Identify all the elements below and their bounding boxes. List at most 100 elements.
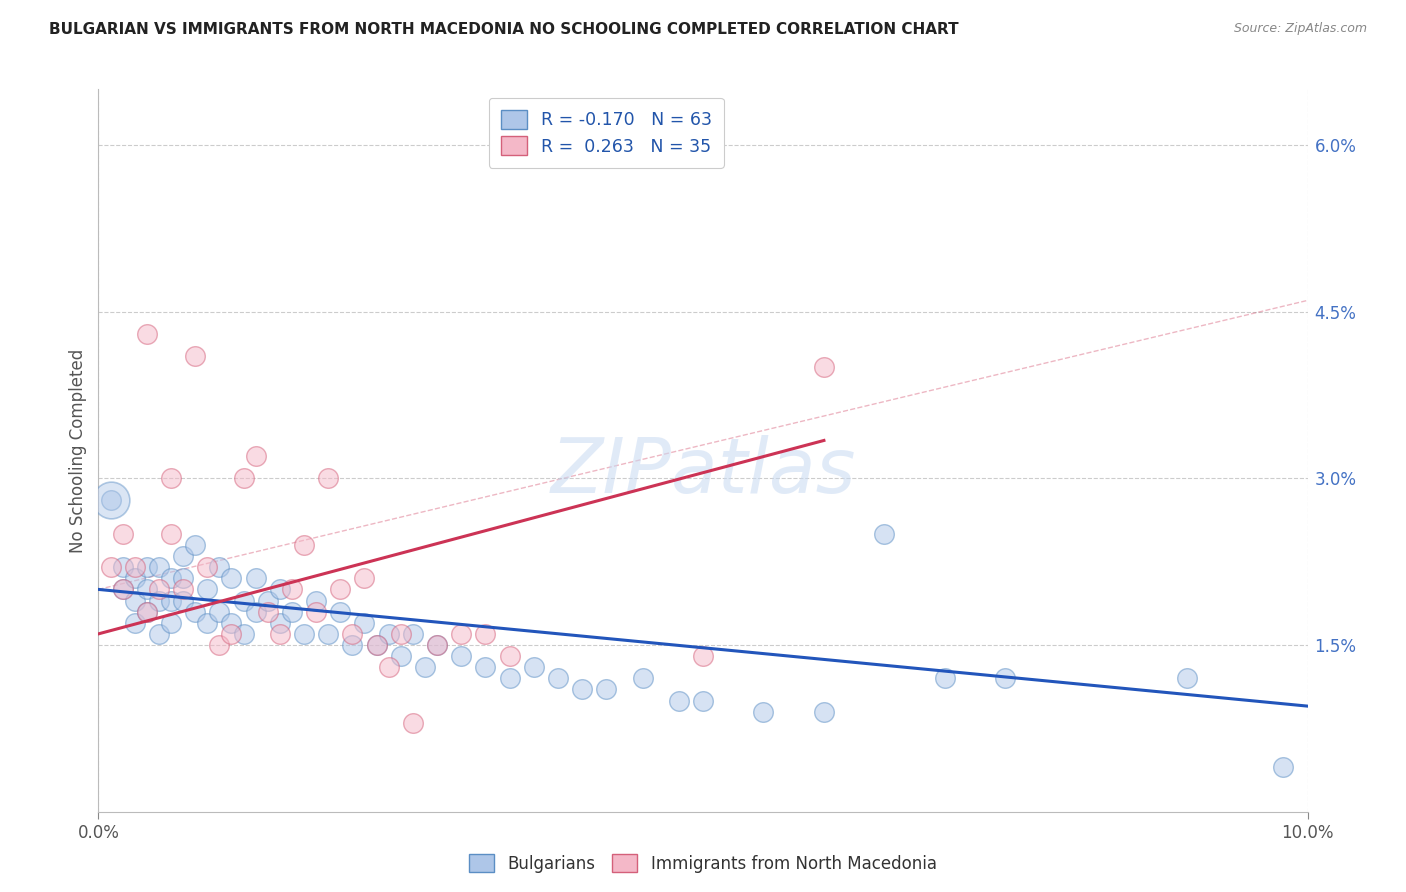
Point xyxy=(329,582,352,597)
Point xyxy=(100,560,122,574)
Point xyxy=(124,571,146,585)
Point xyxy=(148,627,170,641)
Point xyxy=(595,682,617,697)
Point xyxy=(208,605,231,619)
Point xyxy=(813,705,835,719)
Point xyxy=(366,638,388,652)
Point xyxy=(172,571,194,585)
Point xyxy=(402,627,425,641)
Point xyxy=(692,693,714,707)
Point xyxy=(148,582,170,597)
Point xyxy=(160,526,183,541)
Point xyxy=(342,638,364,652)
Point xyxy=(111,582,134,597)
Point xyxy=(172,593,194,607)
Point xyxy=(184,538,207,552)
Point xyxy=(353,615,375,630)
Point xyxy=(111,526,134,541)
Point xyxy=(389,649,412,664)
Point xyxy=(316,627,339,641)
Legend: Bulgarians, Immigrants from North Macedonia: Bulgarians, Immigrants from North Macedo… xyxy=(463,847,943,880)
Point xyxy=(329,605,352,619)
Point xyxy=(124,560,146,574)
Point xyxy=(547,671,569,685)
Point xyxy=(281,605,304,619)
Point xyxy=(208,560,231,574)
Point xyxy=(172,582,194,597)
Point xyxy=(377,660,399,674)
Point xyxy=(498,649,520,664)
Point xyxy=(474,660,496,674)
Point xyxy=(269,627,291,641)
Point xyxy=(184,349,207,363)
Point xyxy=(124,593,146,607)
Point xyxy=(1175,671,1198,685)
Point xyxy=(184,605,207,619)
Point xyxy=(269,582,291,597)
Point xyxy=(571,682,593,697)
Point xyxy=(232,627,254,641)
Point xyxy=(135,605,157,619)
Point xyxy=(256,593,278,607)
Point xyxy=(111,582,134,597)
Point xyxy=(135,560,157,574)
Point xyxy=(934,671,956,685)
Point xyxy=(292,627,315,641)
Point xyxy=(752,705,775,719)
Text: BULGARIAN VS IMMIGRANTS FROM NORTH MACEDONIA NO SCHOOLING COMPLETED CORRELATION : BULGARIAN VS IMMIGRANTS FROM NORTH MACED… xyxy=(49,22,959,37)
Point xyxy=(135,326,157,341)
Point xyxy=(195,582,218,597)
Point xyxy=(305,593,328,607)
Point xyxy=(221,627,243,641)
Point xyxy=(498,671,520,685)
Point xyxy=(305,605,328,619)
Text: Source: ZipAtlas.com: Source: ZipAtlas.com xyxy=(1233,22,1367,36)
Point xyxy=(389,627,412,641)
Point xyxy=(135,582,157,597)
Point xyxy=(692,649,714,664)
Point xyxy=(402,715,425,730)
Point xyxy=(377,627,399,641)
Point xyxy=(232,471,254,485)
Point xyxy=(474,627,496,641)
Point xyxy=(160,471,183,485)
Point xyxy=(221,615,243,630)
Point xyxy=(245,449,267,463)
Point xyxy=(208,638,231,652)
Point xyxy=(342,627,364,641)
Point xyxy=(135,605,157,619)
Point xyxy=(148,593,170,607)
Point xyxy=(994,671,1017,685)
Point xyxy=(256,605,278,619)
Point xyxy=(450,649,472,664)
Point xyxy=(245,571,267,585)
Point xyxy=(269,615,291,630)
Point xyxy=(111,560,134,574)
Y-axis label: No Schooling Completed: No Schooling Completed xyxy=(69,349,87,552)
Point xyxy=(668,693,690,707)
Point xyxy=(245,605,267,619)
Point xyxy=(366,638,388,652)
Point xyxy=(160,615,183,630)
Point xyxy=(100,493,122,508)
Point xyxy=(195,615,218,630)
Point xyxy=(426,638,449,652)
Point xyxy=(195,560,218,574)
Point xyxy=(221,571,243,585)
Point xyxy=(450,627,472,641)
Point xyxy=(172,549,194,563)
Point xyxy=(160,571,183,585)
Point xyxy=(100,493,122,508)
Point xyxy=(426,638,449,652)
Point xyxy=(292,538,315,552)
Point xyxy=(1272,760,1295,774)
Point xyxy=(353,571,375,585)
Point xyxy=(232,593,254,607)
Point xyxy=(631,671,654,685)
Point xyxy=(124,615,146,630)
Point xyxy=(148,560,170,574)
Point xyxy=(160,593,183,607)
Point xyxy=(316,471,339,485)
Point xyxy=(813,360,835,375)
Point xyxy=(523,660,546,674)
